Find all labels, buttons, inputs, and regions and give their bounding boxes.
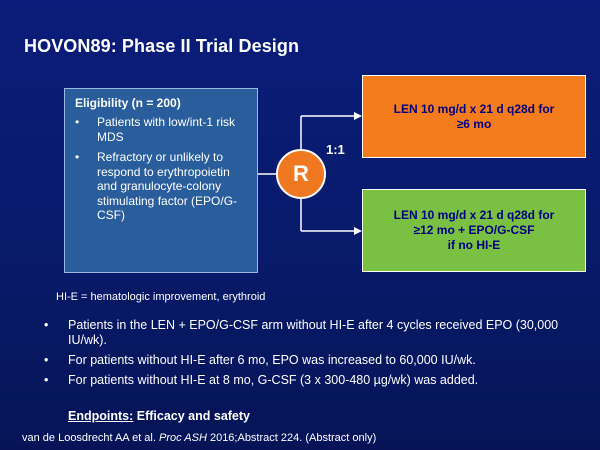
randomization-ratio: 1:1 bbox=[326, 142, 345, 157]
protocol-bullet: • Patients in the LEN + EPO/G-CSF arm wi… bbox=[44, 318, 584, 348]
arm-len-6mo: LEN 10 mg/d x 21 d q28d for ≥6 mo bbox=[362, 75, 586, 158]
eligibility-item: • Patients with low/int-1 risk MDS bbox=[75, 115, 249, 144]
eligibility-box: Eligibility (n = 200) • Patients with lo… bbox=[64, 88, 258, 273]
arm-len-epo-gcsf: LEN 10 mg/d x 21 d q28d for ≥12 mo + EPO… bbox=[362, 189, 586, 272]
arrowhead-arm-a bbox=[354, 112, 362, 120]
eligibility-item-text: Patients with low/int-1 risk MDS bbox=[97, 115, 236, 144]
endpoints-label: Endpoints: bbox=[68, 409, 134, 423]
arm-a-line-2: ≥6 mo bbox=[456, 116, 492, 131]
protocol-bullets: • Patients in the LEN + EPO/G-CSF arm wi… bbox=[44, 318, 584, 393]
protocol-bullet-text: Patients in the LEN + EPO/G-CSF arm with… bbox=[68, 318, 559, 347]
bullet-icon: • bbox=[44, 353, 49, 367]
slide-title: HOVON89: Phase II Trial Design bbox=[24, 36, 300, 56]
protocol-bullet-text: For patients without HI-E at 8 mo, G-CSF… bbox=[68, 373, 479, 387]
arm-a-line-1: LEN 10 mg/d x 21 d q28d for bbox=[393, 101, 555, 116]
endpoints-value: Efficacy and safety bbox=[136, 409, 250, 423]
citation-authors: van de Loosdrecht AA et al. bbox=[22, 432, 156, 444]
citation-journal: Proc ASH bbox=[159, 432, 207, 444]
bullet-icon: • bbox=[75, 150, 80, 164]
arm-b-line-2: ≥12 mo + EPO/G-CSF bbox=[413, 223, 535, 237]
protocol-bullet: • For patients without HI-E at 8 mo, G-C… bbox=[44, 373, 584, 388]
protocol-bullet-text: For patients without HI-E after 6 mo, EP… bbox=[68, 353, 476, 367]
randomization-node: R bbox=[276, 149, 326, 199]
arrowhead-arm-b bbox=[354, 227, 362, 235]
citation: van de Loosdrecht AA et al. Proc ASH 201… bbox=[22, 432, 376, 444]
bullet-icon: • bbox=[75, 115, 80, 129]
citation-rest: 2016;Abstract 224. (Abstract only) bbox=[209, 432, 377, 444]
arm-b-line-1: LEN 10 mg/d x 21 d q28d for bbox=[393, 208, 555, 222]
abbreviation-note: HI-E = hematologic improvement, erythroi… bbox=[56, 291, 266, 303]
eligibility-list: • Patients with low/int-1 risk MDS • Ref… bbox=[75, 115, 249, 223]
arm-b-line-3: if no HI-E bbox=[447, 238, 501, 252]
protocol-bullet: • For patients without HI-E after 6 mo, … bbox=[44, 353, 584, 368]
eligibility-item-text: Refractory or unlikely to respond to ery… bbox=[97, 150, 238, 222]
endpoints: Endpoints: Efficacy and safety bbox=[68, 409, 250, 423]
bullet-icon: • bbox=[44, 318, 49, 332]
eligibility-item: • Refractory or unlikely to respond to e… bbox=[75, 150, 249, 223]
eligibility-heading: Eligibility (n = 200) bbox=[75, 96, 181, 110]
bullet-icon: • bbox=[44, 373, 49, 387]
